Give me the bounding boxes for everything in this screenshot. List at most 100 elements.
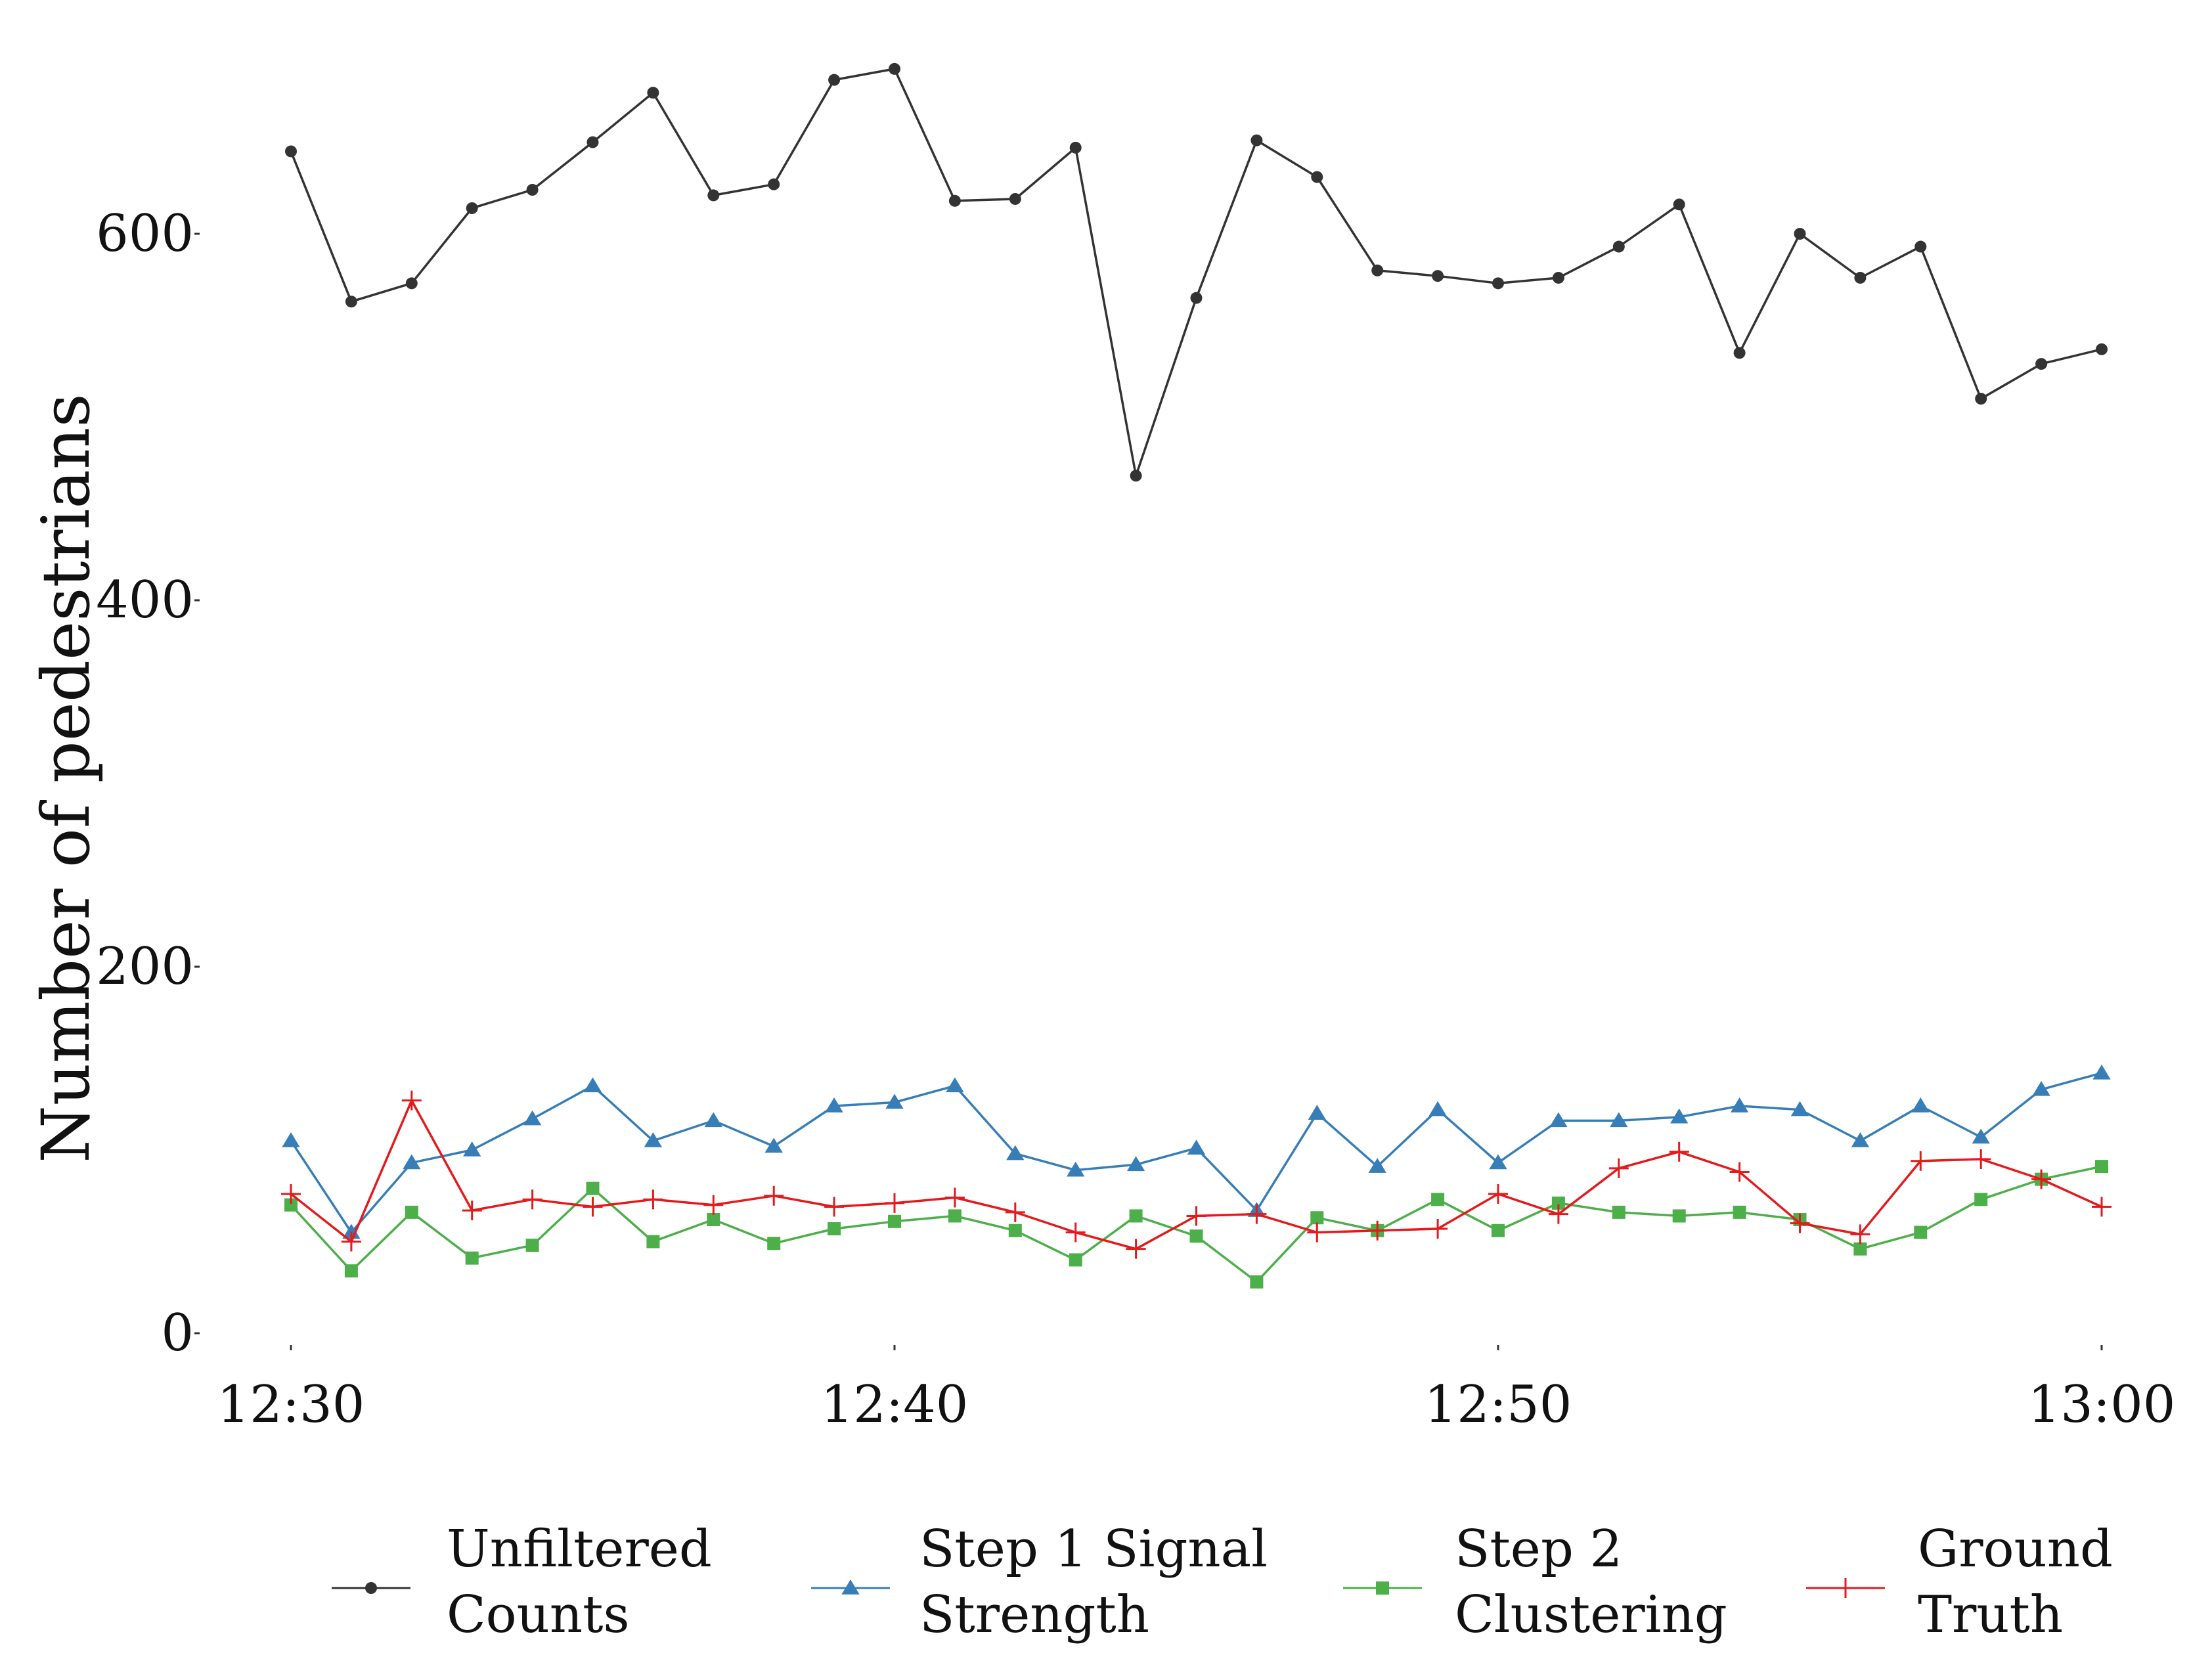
data-point [1790,1213,1810,1233]
data-point [2031,1169,2052,1189]
legend-item: Step 1 Signal Strength [811,1520,1268,1645]
data-point [1067,1161,1085,1177]
data-point [403,1154,421,1170]
data-point [282,1132,300,1147]
data-point [525,1239,539,1252]
data-point [342,1224,361,1239]
data-point [1428,1218,1448,1239]
data-point [2092,1064,2111,1080]
data-point [1974,1193,1988,1206]
data-point [764,1185,784,1206]
data-point [1610,1112,1628,1128]
data-point [1367,1220,1388,1241]
data-point [1673,198,1685,211]
data-point [1733,1205,1746,1219]
legend: Unfiltered Counts Step 1 Signal Strength Ste… [332,1520,2113,1645]
legend-label: Ground Truth [1918,1520,2113,1645]
data-point [946,1077,964,1093]
data-point [1911,1151,1931,1171]
data-point [1008,1224,1022,1237]
y-tick-label: 0 [161,1304,194,1363]
data-point [1672,1209,1686,1223]
data-point [281,1183,301,1204]
data-point [889,62,900,75]
series-line [290,68,2102,477]
data-point [285,145,297,158]
data-point [1126,1156,1145,1172]
legend-key-marker [365,1582,377,1594]
data-point [1729,1162,1750,1182]
data-point [1851,1132,1870,1147]
data-point [523,1110,542,1126]
data-point [401,1090,422,1111]
legend-item: Ground Truth [1806,1520,2113,1645]
data-point [1129,1209,1143,1223]
data-point [647,87,659,99]
x-tick-label: 12:50 [1425,1375,1572,1434]
series-1 [282,1064,2111,1239]
data-point [344,1264,358,1278]
data-point [1247,1204,1267,1224]
data-point [2095,1160,2108,1174]
data-point [466,202,478,214]
data-point [284,1198,298,1212]
data-point [1308,1105,1326,1120]
data-point [1005,1202,1025,1222]
data-point [885,1193,904,1213]
data-point [1854,271,1867,284]
data-point [824,1197,845,1217]
data-point [1187,1139,1206,1155]
data-point [463,1141,481,1157]
data-point [345,296,357,308]
data-point [1250,134,1263,146]
data-point [1432,270,1444,282]
data-point [1311,171,1323,183]
data-point [1914,1225,1928,1239]
data-point [1794,228,1806,240]
data-point [828,1222,841,1235]
data-point [1612,240,1625,253]
data-point [1069,1253,1082,1267]
data-point [643,1189,663,1210]
data-point [948,194,961,207]
legend-item: Unfiltered Counts [332,1520,712,1645]
data-point [583,1197,603,1217]
legend-key-marker [1836,1578,1855,1598]
data-point [1972,1128,1990,1144]
y-tick-label: 200 [96,937,194,996]
data-point [1186,1206,1206,1226]
data-point [2092,1197,2112,1217]
legend-key-marker [841,1579,860,1595]
data-point [1549,1112,1568,1128]
data-point [1250,1275,1264,1289]
series-0 [285,62,2108,482]
data-point [1552,271,1564,284]
series-3 [281,1090,2112,1259]
data-point [583,1077,602,1093]
data-point [1431,1193,1445,1206]
data-point [522,1189,542,1210]
data-point [341,1231,361,1252]
data-point [1371,264,1384,276]
data-point [1492,1224,1505,1237]
data-point [1126,1239,1146,1259]
data-point [944,1187,965,1208]
data-point [646,1235,660,1248]
series-line [290,1099,2102,1250]
data-point [885,1093,904,1109]
data-point [1670,1108,1689,1124]
data-point [2032,1080,2050,1096]
legend-item: Step 2 Clustering [1343,1520,1727,1645]
x-tick-label: 13:00 [2028,1375,2176,1434]
data-point [586,136,599,148]
data-point [1730,1097,1749,1113]
data-point [888,1214,901,1228]
data-point [1975,393,1987,405]
data-point [465,1251,479,1265]
data-point [1548,1204,1568,1224]
data-point [707,189,720,202]
data-point [1853,1242,1867,1256]
data-point [1733,347,1746,359]
x-tick-label: 12:40 [821,1375,969,1434]
